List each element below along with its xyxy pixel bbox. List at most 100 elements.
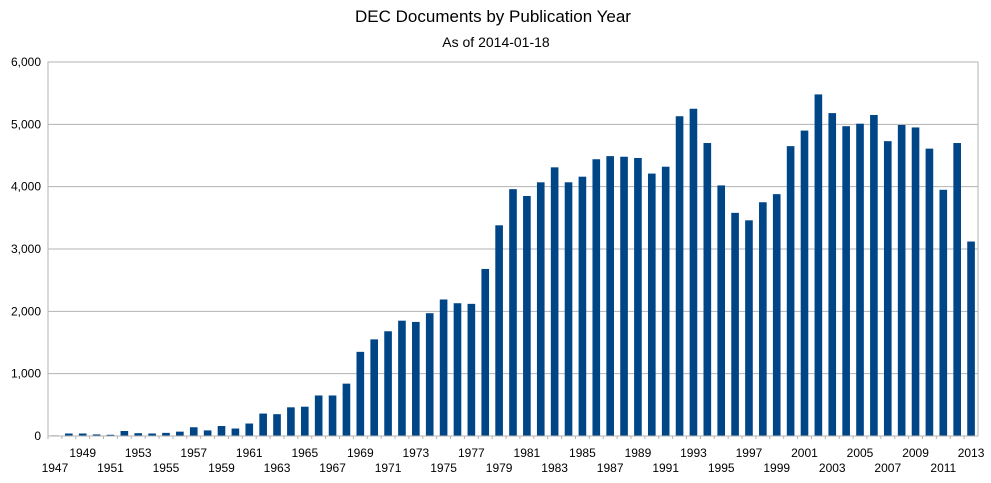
y-axis: 0 1,000 2,000 3,000 4,000 5,000 6,000	[11, 55, 41, 443]
x-tick-label: 1975	[430, 461, 457, 475]
y-tick-label: 5,000	[11, 117, 41, 131]
x-tick-label: 1993	[680, 446, 707, 460]
x-axis: 1947194919511953195519571959196119631965…	[42, 436, 985, 475]
chart-subtitle: As of 2014-01-18	[442, 34, 550, 50]
bar-1970	[370, 339, 379, 436]
bar-1958	[203, 430, 212, 436]
bar-1961	[245, 423, 254, 436]
bar-1999	[772, 194, 781, 436]
plot-area-border	[47, 61, 979, 437]
bar-1980	[509, 189, 517, 436]
bar-2009	[911, 127, 920, 436]
bar-1981	[523, 196, 531, 436]
x-tick-label: 1949	[69, 446, 96, 460]
x-tick-label: 1995	[708, 461, 735, 475]
x-tick-label: 1969	[347, 446, 374, 460]
y-tick-label: 4,000	[11, 180, 41, 194]
bar-1993	[689, 108, 698, 436]
bar-1988	[620, 156, 628, 436]
bar-1972	[398, 320, 406, 436]
bar-1991	[661, 166, 670, 436]
bar-1995	[717, 185, 726, 436]
bar-1968	[342, 383, 351, 436]
bar-1957	[189, 427, 198, 436]
x-tick-label: 1973	[402, 446, 429, 460]
x-tick-label: 1959	[208, 461, 235, 475]
x-tick-label: 1961	[236, 446, 263, 460]
x-tick-label: 1947	[42, 461, 69, 475]
bar-1989	[634, 157, 642, 437]
bar-1963	[273, 414, 281, 436]
bar-1990	[647, 173, 656, 436]
x-tick-label: 2003	[819, 461, 846, 475]
bar-1983	[550, 167, 559, 436]
bar-1974	[425, 313, 434, 436]
x-tick-label: 1963	[264, 461, 291, 475]
bar-1984	[564, 182, 573, 436]
bar-1977	[467, 303, 476, 436]
bar-1954	[148, 433, 156, 436]
chart-title: DEC Documents by Publication Year	[355, 7, 631, 26]
bar-2005	[856, 123, 864, 437]
bar-1971	[384, 331, 392, 436]
bar-1948	[65, 433, 73, 436]
x-tick-label: 1953	[125, 446, 152, 460]
bar-1982	[536, 182, 545, 436]
x-tick-label: 1999	[763, 461, 790, 475]
bar-2011	[939, 189, 948, 436]
x-tick-label: 2001	[791, 446, 818, 460]
x-tick-label: 2011	[930, 461, 956, 475]
bar-1986	[592, 159, 601, 437]
y-tick-label: 6,000	[11, 55, 41, 69]
bar-1956	[176, 431, 184, 436]
bar-2007	[883, 141, 892, 436]
bar-2006	[870, 114, 878, 436]
x-tick-label: 2009	[902, 446, 929, 460]
bar-2010	[925, 148, 934, 436]
bar-1949	[78, 433, 87, 436]
x-tick-label: 1989	[625, 446, 652, 460]
bar-2003	[828, 113, 837, 437]
bar-2001	[800, 130, 809, 436]
bar-1987	[606, 156, 614, 436]
bar-1973	[412, 321, 420, 436]
x-tick-label: 1971	[375, 461, 402, 475]
y-tick-label: 1,000	[11, 367, 41, 381]
bar-2000	[786, 146, 795, 436]
x-tick-label: 1997	[736, 446, 763, 460]
bar-1967	[328, 395, 337, 436]
bar-1951	[106, 434, 115, 436]
x-tick-label: 1955	[153, 461, 180, 475]
x-tick-label: 2005	[847, 446, 874, 460]
bar-1994	[703, 143, 712, 436]
bar-1975	[439, 299, 448, 436]
bar-1978	[481, 268, 490, 436]
bar-1979	[495, 225, 503, 436]
bar-1996	[731, 212, 739, 436]
bar-1965	[300, 406, 309, 436]
x-tick-label: 1991	[652, 461, 679, 475]
x-tick-label: 1965	[291, 446, 318, 460]
x-tick-label: 1977	[458, 446, 485, 460]
bar-1985	[578, 176, 587, 436]
bar-2004	[842, 126, 850, 436]
bar-1959	[217, 426, 226, 436]
bar-2013	[967, 241, 975, 436]
y-tick-label: 2,000	[11, 304, 41, 318]
bar-1960	[231, 428, 240, 436]
bar-1966	[314, 395, 323, 436]
bar-2012	[953, 143, 961, 436]
y-tick-label: 0	[34, 429, 41, 443]
bar-1969	[356, 351, 365, 436]
bar-1952	[120, 431, 129, 436]
bar-1962	[259, 413, 267, 436]
bar-1976	[453, 303, 462, 436]
x-tick-label: 1987	[597, 461, 624, 475]
bar-2008	[897, 124, 906, 437]
bar-1955	[162, 432, 170, 436]
y-tick-label: 3,000	[11, 242, 41, 256]
x-tick-label: 1979	[486, 461, 513, 475]
x-tick-label: 1951	[97, 461, 124, 475]
bar-1998	[759, 202, 767, 436]
